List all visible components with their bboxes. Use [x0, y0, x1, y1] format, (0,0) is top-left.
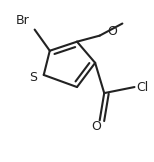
Text: O: O [92, 120, 102, 133]
Text: Cl: Cl [136, 81, 148, 93]
Text: O: O [107, 25, 117, 38]
Text: S: S [29, 71, 37, 84]
Text: Br: Br [16, 14, 29, 27]
